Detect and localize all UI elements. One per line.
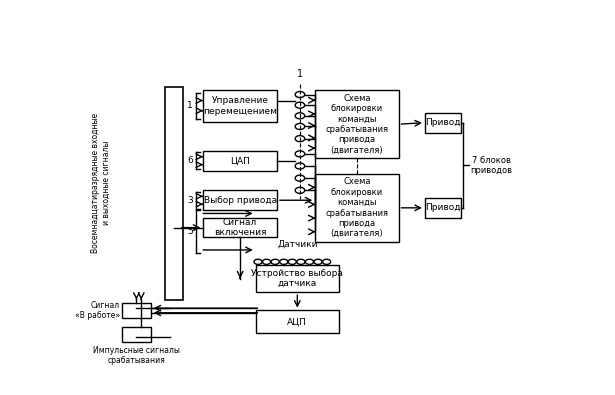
Text: Управление
перемещением: Управление перемещением	[203, 96, 277, 116]
Text: 3: 3	[188, 196, 193, 205]
Bar	[425, 198, 461, 218]
Bar	[203, 218, 277, 237]
Text: ЦАП: ЦАП	[230, 156, 250, 165]
Text: Сигнал
«В работе»: Сигнал «В работе»	[74, 301, 120, 320]
Text: 6: 6	[188, 156, 193, 165]
Text: Импульсные сигналы
срабатывания: Импульсные сигналы срабатывания	[93, 346, 180, 365]
Text: Привод: Привод	[425, 118, 461, 127]
Text: АЦП: АЦП	[287, 318, 308, 326]
Text: Устройство выбора
датчика: Устройство выбора датчика	[252, 269, 343, 288]
Bar	[425, 113, 461, 133]
Bar	[203, 90, 277, 122]
Text: 7 блоков
приводов: 7 блоков приводов	[470, 156, 512, 175]
Bar	[256, 310, 339, 333]
Bar	[165, 87, 183, 300]
Bar	[122, 327, 151, 342]
Bar	[315, 174, 399, 242]
Text: 1: 1	[297, 70, 303, 79]
Text: Выбор привода: Выбор привода	[204, 196, 277, 205]
Text: Схема
блокировки
команды
срабатывания
привода
(двигателя): Схема блокировки команды срабатывания пр…	[325, 94, 389, 155]
Text: 1: 1	[188, 102, 193, 111]
Text: Датчики: Датчики	[277, 239, 317, 248]
Bar	[203, 151, 277, 171]
Text: 5: 5	[188, 227, 193, 236]
Bar	[122, 303, 151, 318]
Text: Схема
блокировки
команды
срабатывания
привода
(двигателя): Схема блокировки команды срабатывания пр…	[325, 177, 389, 238]
Bar	[256, 265, 339, 292]
Text: Сигнал
включения: Сигнал включения	[214, 218, 266, 237]
Bar	[315, 90, 399, 158]
Text: Восемнадцатиразрядные входные
и выходные сигналы: Восемнадцатиразрядные входные и выходные…	[91, 113, 111, 253]
Text: Привод: Привод	[425, 203, 461, 213]
Bar	[203, 190, 277, 210]
